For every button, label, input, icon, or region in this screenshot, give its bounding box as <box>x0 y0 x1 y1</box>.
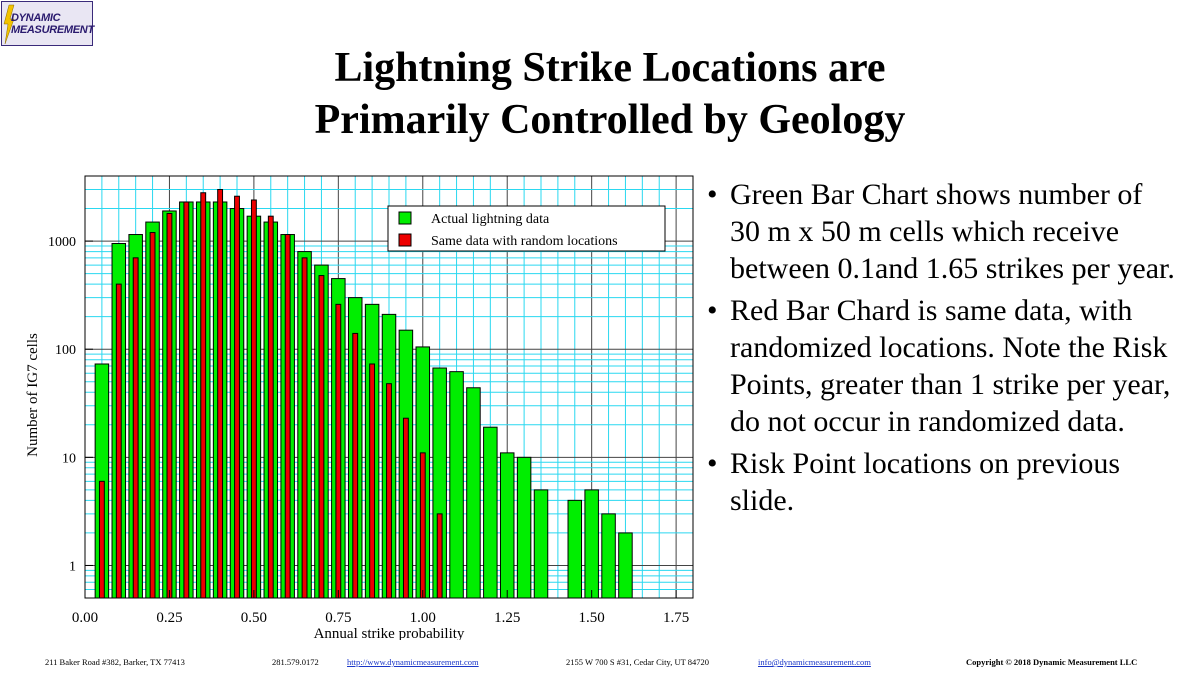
x-tick-label: 0.25 <box>156 610 182 626</box>
bar-random <box>267 215 274 599</box>
bar-random <box>234 195 240 599</box>
title-line-2: Primarily Controlled by Geology <box>314 97 906 143</box>
chart-legend: Actual lightning data Same data with ran… <box>387 205 666 252</box>
footer-address-utah: 2155 W 700 S #31, Cedar City, UT 84720 <box>566 657 710 667</box>
y-tick-label: 1 <box>69 559 76 574</box>
bar-actual <box>601 513 616 599</box>
slide-title: Lightning Strike Locations are Primarily… <box>200 42 1020 146</box>
plot-frame <box>84 175 694 599</box>
logo-text-dynamic: DYNAMIC <box>11 12 61 24</box>
bar-random <box>217 189 224 599</box>
axis-ticks: 0.00 0.25 0.50 0.75 1.00 1.25 1.50 1.75 1 10 100 10… <box>48 235 689 626</box>
x-tick-label: 1.00 <box>410 610 436 626</box>
bullet-list: • Green Bar Chart shows number of 30 m x … <box>705 176 1175 524</box>
footer-phone: 281.579.0172 <box>272 657 319 667</box>
bar-actual <box>483 426 498 599</box>
footer-email-link[interactable]: info@dynamicmeasurement.com <box>758 657 871 667</box>
bar-actual <box>499 452 515 599</box>
bar-random <box>250 199 257 599</box>
x-axis-label: Annual strike probability <box>314 626 465 640</box>
y-tick-label: 10 <box>62 451 76 466</box>
title-line-1: Lightning Strike Locations are <box>334 45 886 91</box>
legend-label-random: Same data with random locations <box>431 234 618 249</box>
x-tick-label: 1.75 <box>663 610 689 626</box>
footer-website-link[interactable]: http://www.dynamicmeasurement.com <box>347 657 479 667</box>
bullet-marker: • <box>707 294 718 327</box>
bar-random <box>183 201 190 599</box>
bar-random <box>132 257 139 599</box>
legend-swatch-random <box>398 233 412 247</box>
bar-random <box>436 513 443 599</box>
bar-random <box>115 283 122 599</box>
bar-random <box>284 234 291 599</box>
legend-label-actual: Actual lightning data <box>431 212 550 227</box>
bar-actual <box>567 499 583 599</box>
bullet-text: Red Bar Chard is same data, with randomi… <box>730 294 1171 438</box>
bar-actual <box>516 456 532 599</box>
company-logo: DYNAMIC MEASUREMENT <box>1 1 94 46</box>
strike-probability-chart: 0.00 0.25 0.50 0.75 1.00 1.25 1.50 1.75 1 10 100 10… <box>25 175 694 640</box>
legend-swatch-actual <box>398 211 412 225</box>
footer-copyright: Copyright © 2018 Dynamic Measurement LLC <box>966 657 1138 667</box>
bullet-item: • Risk Point locations on previous slide. <box>705 445 1175 519</box>
lightning-bolt-icon <box>3 4 15 45</box>
bar-random <box>419 452 426 599</box>
legend-box <box>387 205 666 252</box>
logo-text-measurement: MEASUREMENT <box>11 24 94 36</box>
x-tick-label: 0.50 <box>241 610 267 626</box>
bullet-item: • Green Bar Chart shows number of 30 m x … <box>705 176 1175 287</box>
bar-random <box>200 192 207 599</box>
x-tick-label: 0.75 <box>325 610 351 626</box>
bar-actual <box>449 371 464 599</box>
y-tick-label: 100 <box>55 343 76 358</box>
bullet-marker: • <box>707 178 718 211</box>
bar-actual <box>466 387 481 599</box>
y-tick-label: 1000 <box>48 235 76 250</box>
y-axis-label: Number of IG7 cells <box>25 333 41 457</box>
bar-random <box>301 257 308 599</box>
x-tick-label: 0.00 <box>72 610 98 626</box>
bar-actual <box>618 532 633 599</box>
bar-random <box>352 332 359 599</box>
bullet-text: Green Bar Chart shows number of 30 m x 5… <box>730 178 1175 285</box>
bullet-marker: • <box>707 447 718 480</box>
bar-random <box>369 363 376 599</box>
footer-address-texas: 211 Baker Road #382, Barker, TX 77413 <box>45 657 185 667</box>
bar-random <box>318 275 325 599</box>
bar-random <box>149 232 156 599</box>
x-tick-label: 1.25 <box>494 610 520 626</box>
bar-random <box>98 480 105 599</box>
bar-random <box>402 417 409 599</box>
bar-actual <box>533 489 549 599</box>
bar-random <box>166 212 173 599</box>
x-tick-label: 1.50 <box>579 610 605 626</box>
bar-random <box>335 303 342 599</box>
bullet-text: Risk Point locations on previous slide. <box>730 447 1120 517</box>
bar-random <box>386 383 392 599</box>
bullet-item: • Red Bar Chard is same data, with random… <box>705 292 1175 440</box>
bar-actual <box>584 489 599 599</box>
